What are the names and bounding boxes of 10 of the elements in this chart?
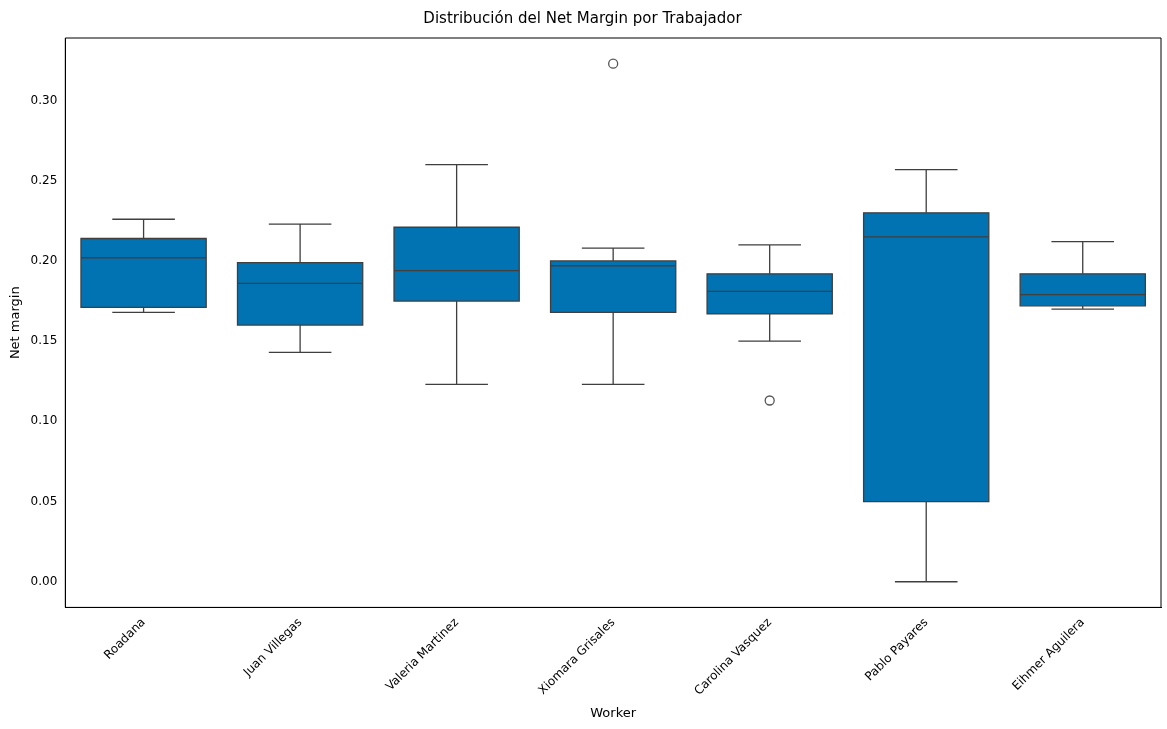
y-axis-title: Net margin	[7, 286, 23, 360]
chart-title: Distribución del Net Margin por Trabajador	[423, 8, 743, 27]
y-tick-label: 0.20	[30, 253, 58, 268]
y-tick-label: 0.30	[30, 92, 58, 107]
y-tick-label: 0.05	[30, 493, 58, 508]
x-axis-title: Worker	[590, 704, 637, 720]
y-tick-label: 0.00	[30, 573, 58, 588]
y-tick-label: 0.10	[30, 413, 58, 428]
y-tick-label: 0.15	[30, 333, 58, 348]
y-tick-label: 0.25	[30, 172, 58, 187]
